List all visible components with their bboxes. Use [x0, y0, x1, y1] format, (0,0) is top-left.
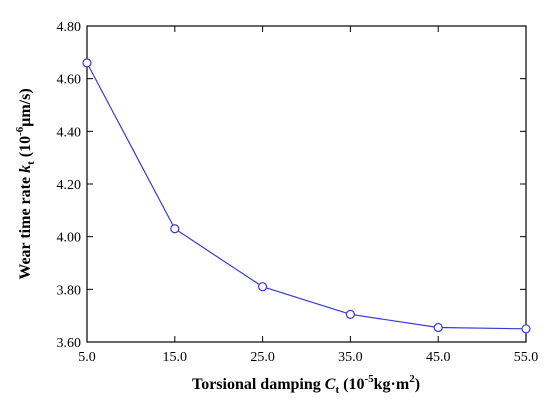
x-tick-label: 45.0	[426, 350, 451, 365]
y-tick-label: 4.60	[57, 73, 82, 88]
x-tick-label: 25.0	[250, 350, 275, 365]
y-axis-title-var: k	[17, 165, 34, 173]
data-point	[521, 324, 531, 334]
x-tick-label: 55.0	[514, 350, 539, 365]
data-point	[345, 309, 355, 319]
x-tick-label: 35.0	[338, 350, 363, 365]
x-axis-title-main: Torsional damping	[192, 376, 325, 393]
y-axis: 3.60 3.80 4.00 4.20 4.40 4.60 4.80	[57, 20, 526, 351]
x-axis-title-unit-exp: -5	[364, 373, 374, 385]
data-point	[170, 224, 180, 234]
y-axis-title: Wear time rate kt (10-6μm/s)	[14, 88, 37, 279]
y-tick-label: 4.40	[57, 125, 82, 140]
x-axis-title-unit-open: (10	[339, 376, 364, 393]
data-point	[258, 282, 268, 292]
y-axis-title-unit-exp: -6	[14, 126, 26, 136]
y-tick-label: 3.60	[57, 336, 82, 351]
y-tick-label: 4.80	[57, 20, 82, 35]
y-axis-title-main: Wear time rate	[17, 173, 34, 280]
series-layer	[82, 58, 531, 334]
y-tick-label: 4.00	[57, 231, 82, 246]
x-tick-label: 15.0	[163, 350, 188, 365]
x-axis-title: Torsional damping Ct (10-5kg·m2)	[192, 373, 420, 396]
y-axis-title-unit-rest: μm/s)	[17, 88, 34, 126]
plot-frame	[86, 25, 527, 343]
data-point	[433, 322, 443, 333]
series-line	[86, 62, 527, 330]
y-tick-label: 3.80	[57, 283, 82, 298]
x-axis-title-unit-rest: kg·m	[374, 376, 410, 393]
x-axis-title-var: C	[325, 376, 336, 393]
y-axis-title-sub: t	[25, 161, 37, 165]
x-axis-title-unit-exp2: 2	[409, 373, 415, 385]
x-axis: 5.0 15.0 25.0 35.0 45.0 55.0	[78, 26, 538, 365]
x-tick-label: 5.0	[78, 350, 96, 365]
x-axis-title-unit-close: )	[415, 376, 420, 393]
x-axis-title-sub: t	[335, 384, 339, 396]
y-tick-label: 4.20	[57, 178, 82, 193]
data-point	[82, 58, 92, 68]
y-axis-title-unit-open: (10	[17, 136, 34, 161]
